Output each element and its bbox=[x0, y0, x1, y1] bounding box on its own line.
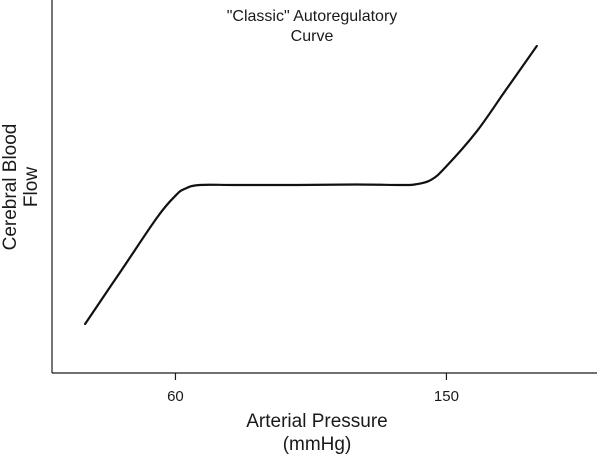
x-axis-title-line-1: Arterial Pressure bbox=[246, 411, 388, 432]
x-tick-label-60: 60 bbox=[167, 388, 184, 405]
axes bbox=[51, 0, 597, 374]
y-axis-title-line-1: Cerebral Blood bbox=[0, 124, 21, 251]
x-tick-label-150: 150 bbox=[434, 388, 459, 405]
autoregulation-curve-line bbox=[84, 44, 538, 326]
chart-title-line-2: Curve bbox=[291, 28, 334, 45]
x-ticks: 60 150 bbox=[167, 373, 459, 405]
y-axis-title-line-2: Flow bbox=[21, 167, 42, 207]
chart-title-line-1: "Classic" Autoregulatory bbox=[227, 8, 398, 25]
x-axis-title-line-2: (mmHg) bbox=[283, 434, 352, 455]
